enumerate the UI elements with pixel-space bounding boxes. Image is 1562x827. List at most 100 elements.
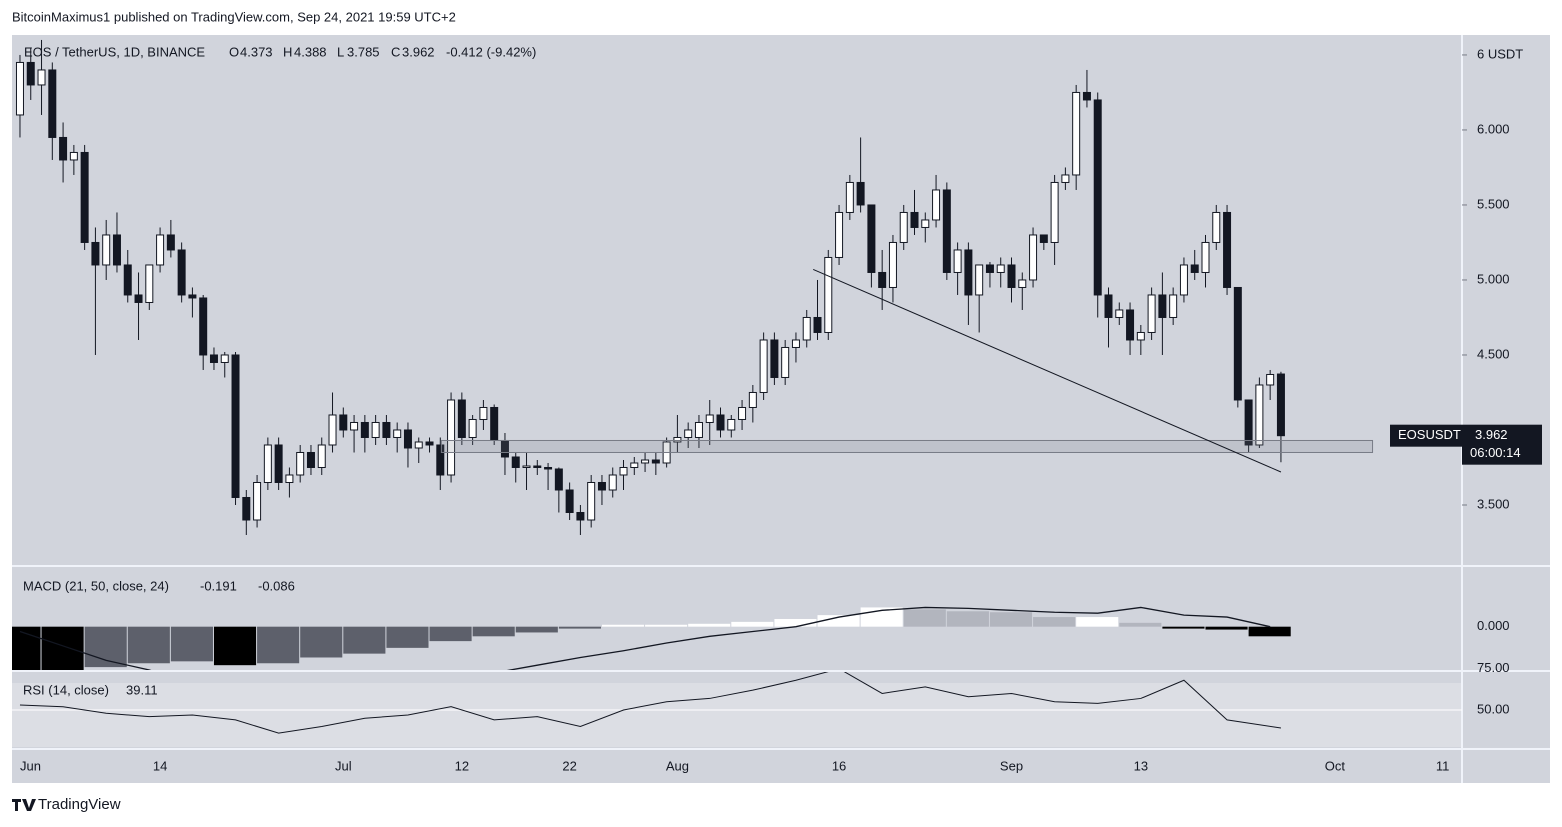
macd-bar: [12, 626, 41, 670]
macd-bar: [817, 615, 860, 627]
candle-body: [985, 264, 994, 273]
trendline: [812, 269, 1282, 473]
macd-v1: -0.191: [200, 578, 237, 593]
y-tick-label: 6.000: [1477, 121, 1510, 136]
candle-body: [48, 69, 57, 138]
candle-body: [975, 264, 984, 296]
x-tick-label: Oct: [1325, 758, 1346, 773]
candle-body: [37, 69, 46, 86]
candle-body: [1255, 384, 1264, 446]
candle-body: [781, 346, 790, 378]
candle-body: [845, 181, 854, 213]
candle-body: [910, 211, 919, 228]
legend-o-label: O: [229, 44, 239, 59]
candle-body: [1136, 331, 1145, 341]
rsi-band: [12, 683, 1462, 747]
legend-l-label: L: [337, 44, 344, 59]
candle-body: [1158, 294, 1167, 318]
macd-v2: -0.086: [258, 578, 295, 593]
candle-body: [576, 511, 585, 521]
candle-body: [306, 451, 315, 468]
candle-body: [511, 456, 520, 468]
candle-body: [231, 354, 240, 498]
macd-bar: [601, 624, 645, 627]
candle-body: [1126, 309, 1135, 341]
y-tick-label: 5.000: [1477, 271, 1510, 286]
y-tick-label: 6 USDT: [1477, 46, 1523, 61]
candle-body: [382, 421, 391, 438]
rsi-pane: [12, 672, 1462, 734]
macd-bar: [170, 626, 213, 662]
candle-body: [824, 256, 833, 333]
legend-symbol: EOS / TetherUS, 1D, BINANCE: [24, 44, 205, 59]
candle-body: [80, 151, 89, 243]
candle-body: [1266, 373, 1275, 386]
macd-bar: [257, 626, 300, 664]
candle-body: [1018, 279, 1027, 288]
candle-body: [1007, 264, 1016, 288]
candle-body: [1029, 234, 1038, 281]
macd-bar: [903, 609, 946, 627]
candle-body: [1093, 99, 1102, 296]
candle-body: [1147, 294, 1156, 333]
y-tick-label: 5.500: [1477, 196, 1510, 211]
x-tick-label: Sep: [1000, 758, 1023, 773]
x-tick-label: 11: [1436, 758, 1450, 773]
candle-body: [835, 211, 844, 258]
macd-bar: [1248, 626, 1291, 637]
candle-body: [69, 151, 78, 161]
price-tag-countdown: 06:00:14: [1470, 445, 1521, 460]
x-tick-label: 13: [1134, 758, 1148, 773]
macd-bar: [731, 621, 774, 627]
y-tick-label: 3.500: [1477, 496, 1510, 511]
candle-body: [878, 271, 887, 288]
candle-body: [1190, 264, 1199, 273]
macd-bar: [774, 618, 817, 627]
candle-body: [447, 399, 456, 476]
macd-bar: [1205, 626, 1248, 630]
macd-bar: [515, 626, 558, 633]
candle-body: [156, 234, 165, 266]
candle-body: [296, 451, 305, 476]
header: BitcoinMaximus1 published on TradingView…: [12, 9, 456, 24]
candle-body: [641, 459, 650, 464]
candle-body: [145, 264, 154, 303]
candle-body: [15, 61, 24, 116]
macd-bar: [386, 626, 429, 648]
candle-body: [166, 234, 175, 251]
candle-body: [694, 421, 703, 438]
y-tick-label: 4.500: [1477, 346, 1510, 361]
candle-body: [360, 421, 369, 438]
candle-body: [597, 481, 606, 491]
rsi-title: RSI (14, close): [23, 682, 109, 697]
macd-bar: [558, 626, 601, 629]
candle-body: [199, 297, 208, 356]
candle-body: [393, 429, 402, 438]
candle-body: [544, 466, 553, 470]
x-tick-label: 12: [455, 758, 469, 773]
candle-body: [26, 61, 35, 86]
macd-bar: [213, 626, 257, 666]
candle-body: [942, 189, 951, 273]
candle-body: [134, 294, 143, 303]
candle-body: [1169, 294, 1178, 318]
candle-body: [630, 462, 639, 468]
price-tag-bg: [1390, 424, 1462, 447]
legend-o: 4.373: [240, 44, 273, 59]
x-tick-label: 22: [562, 758, 576, 773]
candle-body: [608, 474, 617, 491]
candle-body: [112, 234, 121, 266]
legend-c-label: C: [391, 44, 400, 59]
macd-bar: [1076, 617, 1119, 627]
candle-body: [188, 294, 197, 299]
candle-body: [1104, 294, 1113, 318]
candle-body: [554, 468, 563, 491]
candle-body: [1115, 309, 1124, 318]
macd-bar: [1162, 626, 1205, 629]
macd-tick-label: 0.000: [1477, 618, 1510, 633]
candle-body: [996, 264, 1005, 273]
candle-body: [1201, 241, 1210, 273]
candle-body: [436, 444, 445, 476]
macd-bar: [84, 626, 127, 668]
